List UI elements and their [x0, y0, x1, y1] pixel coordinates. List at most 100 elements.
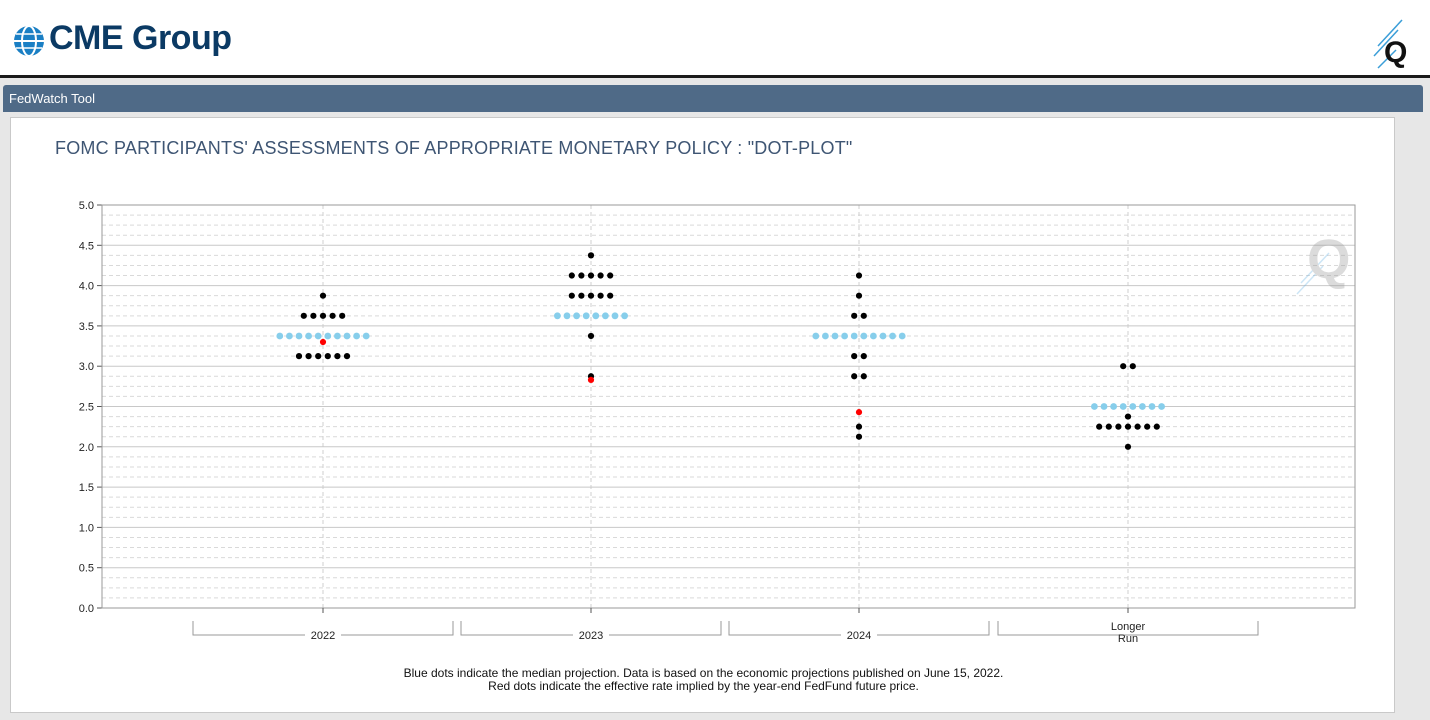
participants-dot: [1096, 423, 1103, 430]
median-dot: [314, 332, 322, 340]
svg-text:Q: Q: [1384, 36, 1407, 69]
y-tick-label: 0.5: [79, 563, 94, 575]
median-dot: [1110, 403, 1117, 410]
participants-dot: [860, 353, 867, 360]
implied-dot: [319, 338, 327, 346]
globe-icon: [14, 25, 44, 57]
participants-dot: [305, 353, 312, 360]
implied-dot: [587, 376, 595, 384]
svg-text:Q: Q: [1307, 227, 1351, 290]
y-tick-label: 3.0: [79, 361, 94, 373]
median-dot: [1139, 403, 1146, 410]
implied-dot: [855, 409, 863, 416]
participants-dot: [587, 332, 595, 340]
median-dot: [582, 312, 590, 320]
participants-dot: [607, 272, 614, 279]
median-dot: [898, 332, 906, 340]
participants-dot: [310, 312, 317, 319]
participants-dot: [319, 312, 327, 319]
median-dot: [1091, 403, 1098, 410]
category-bracket: [997, 621, 1259, 636]
y-tick-label: 4.5: [79, 240, 94, 252]
x-tick-label: Run: [1118, 633, 1138, 645]
median-dot: [841, 332, 848, 340]
median-dot: [592, 312, 600, 320]
median-dot: [305, 332, 312, 340]
participants-dot: [607, 292, 614, 299]
median-dot: [362, 332, 370, 340]
y-tick-label: 1.5: [79, 482, 94, 494]
median-dot: [343, 332, 351, 340]
median-dot: [1129, 403, 1137, 410]
median-dot: [573, 312, 580, 320]
median-dot: [812, 332, 820, 340]
participants-dot: [597, 292, 604, 299]
median-dot: [295, 332, 303, 340]
cme-logo[interactable]: CME Group: [3, 3, 255, 69]
y-tick-label: 0.0: [79, 603, 94, 615]
dot-plot-chart: 0.0 0.5 1.0 1.5 2.0 2.5 3.0 3.5 4.0 4.5 5.0 2022 202…: [79, 200, 1356, 645]
median-dot: [286, 332, 293, 340]
participants-dot: [1124, 423, 1132, 430]
participants-dot: [329, 312, 336, 319]
x-label-bg: [841, 628, 877, 641]
plot-frame: [101, 204, 1356, 609]
participants-dot: [568, 292, 575, 299]
participants-dot: [860, 373, 867, 380]
median-dot: [879, 332, 887, 340]
participants-dot: [855, 272, 863, 279]
median-dot: [850, 332, 858, 340]
participants-dot: [855, 433, 863, 440]
x-tick-label: 2024: [847, 630, 871, 642]
participants-dot: [319, 292, 327, 299]
participants-dot: [1115, 423, 1122, 430]
participants-dot: [578, 292, 585, 299]
participants-dot: [851, 353, 858, 360]
x-label-bg: [305, 628, 341, 641]
chart-title: FOMC PARTICIPANTS' ASSESSMENTS OF APPROP…: [55, 138, 853, 158]
median-dot: [611, 312, 619, 320]
participants-dot: [334, 353, 341, 360]
participants-dot: [568, 272, 575, 279]
top-banner: CME Group Q: [0, 0, 1430, 78]
median-dot: [831, 332, 839, 340]
participants-dot: [851, 312, 858, 319]
participants-dot: [1144, 423, 1151, 430]
participants-dot: [587, 272, 595, 279]
median-dot: [1100, 403, 1108, 410]
median-dot: [353, 332, 360, 340]
y-tick-label: 2.5: [79, 402, 94, 414]
median-dot: [554, 312, 561, 320]
x-tick-label: 2023: [579, 630, 603, 642]
y-tick-label: 3.5: [79, 321, 94, 333]
participants-dot: [1120, 363, 1127, 370]
participants-dot: [315, 353, 322, 360]
footnote-implied: Red dots indicate the effective rate imp…: [488, 679, 919, 693]
participants-dot: [295, 353, 303, 360]
participants-dot: [578, 272, 585, 279]
q-watermark-icon: Q: [1296, 227, 1351, 295]
participants-dot: [1129, 363, 1136, 370]
x-label-bg: [573, 628, 609, 641]
participants-dot: [1124, 443, 1132, 450]
participants-dot: [1134, 423, 1141, 430]
median-dot: [860, 332, 868, 340]
participants-dot: [860, 312, 867, 319]
median-dot: [334, 332, 341, 340]
y-tick-label: 1.0: [79, 522, 94, 534]
participants-dot: [855, 292, 863, 299]
app-title: FedWatch Tool: [9, 91, 95, 106]
median-dot: [563, 312, 571, 320]
participants-dot: [300, 312, 307, 319]
participants-dot: [343, 353, 351, 360]
participants-dot: [855, 423, 863, 430]
participants-dot: [1153, 423, 1160, 430]
median-dot: [822, 332, 829, 340]
median-dot: [324, 332, 332, 340]
q-logo-icon[interactable]: Q: [1372, 16, 1412, 72]
participants-dot: [597, 272, 604, 279]
participants-dot: [1105, 423, 1112, 430]
y-tick-label: 4.0: [79, 281, 94, 293]
x-tick-label: Longer: [1111, 621, 1146, 633]
median-dot: [870, 332, 877, 340]
